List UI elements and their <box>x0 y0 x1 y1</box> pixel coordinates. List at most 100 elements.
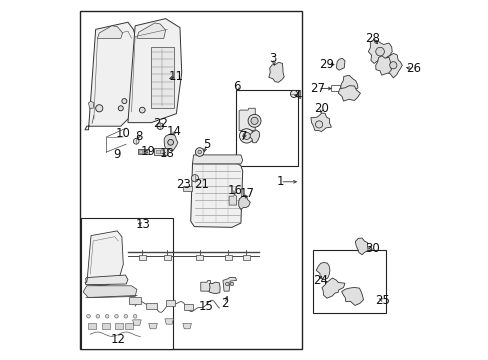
Circle shape <box>139 107 145 113</box>
Circle shape <box>122 99 126 104</box>
Polygon shape <box>192 155 242 164</box>
Text: 6: 6 <box>232 80 240 93</box>
Circle shape <box>389 62 396 69</box>
Bar <box>145 303 156 309</box>
Polygon shape <box>248 130 259 143</box>
Text: 27: 27 <box>310 82 325 95</box>
Text: 29: 29 <box>319 58 334 71</box>
Text: 9: 9 <box>113 148 121 161</box>
Bar <box>137 149 149 154</box>
Bar <box>312 250 386 313</box>
Polygon shape <box>190 158 242 227</box>
Text: 17: 17 <box>240 187 254 200</box>
Circle shape <box>243 132 250 139</box>
Bar <box>154 148 166 155</box>
Polygon shape <box>228 194 236 205</box>
Polygon shape <box>223 278 236 291</box>
Text: 14: 14 <box>167 125 182 138</box>
Bar <box>102 323 110 329</box>
Circle shape <box>315 121 322 128</box>
Bar <box>80 12 301 348</box>
Bar <box>163 255 171 260</box>
Text: 12: 12 <box>111 333 125 346</box>
Circle shape <box>118 106 123 111</box>
Bar <box>165 300 174 306</box>
Polygon shape <box>88 101 94 108</box>
Polygon shape <box>355 238 367 255</box>
Bar <box>330 85 339 91</box>
Polygon shape <box>85 22 144 130</box>
Text: 11: 11 <box>168 69 183 82</box>
Circle shape <box>157 123 163 130</box>
Polygon shape <box>132 320 141 325</box>
Polygon shape <box>164 134 178 151</box>
Text: 16: 16 <box>227 184 243 197</box>
Text: 28: 28 <box>365 32 380 45</box>
Text: 23: 23 <box>176 178 191 191</box>
Text: 21: 21 <box>194 178 208 191</box>
Polygon shape <box>338 86 360 101</box>
Circle shape <box>375 47 384 56</box>
Polygon shape <box>340 75 357 91</box>
Circle shape <box>115 315 118 318</box>
Polygon shape <box>316 262 329 280</box>
Circle shape <box>96 105 102 112</box>
Bar <box>115 323 122 329</box>
Bar <box>139 150 142 153</box>
Bar <box>142 150 146 153</box>
Polygon shape <box>367 40 391 66</box>
Circle shape <box>290 90 297 98</box>
Circle shape <box>105 315 109 318</box>
Circle shape <box>250 117 258 125</box>
Polygon shape <box>137 23 165 39</box>
Circle shape <box>167 139 173 145</box>
Polygon shape <box>310 113 331 131</box>
Bar <box>235 90 298 166</box>
Text: 7: 7 <box>240 130 247 144</box>
Text: 20: 20 <box>313 102 328 115</box>
Bar <box>129 297 140 304</box>
Polygon shape <box>148 323 157 329</box>
Text: 30: 30 <box>365 242 380 255</box>
Text: 2: 2 <box>221 297 228 310</box>
Text: 22: 22 <box>152 117 167 130</box>
Text: 13: 13 <box>136 218 150 231</box>
Bar <box>156 150 159 153</box>
Bar <box>81 218 172 348</box>
Polygon shape <box>239 108 255 131</box>
Polygon shape <box>238 195 250 209</box>
Polygon shape <box>208 282 220 293</box>
Bar <box>224 255 231 260</box>
Text: 8: 8 <box>135 130 142 143</box>
Polygon shape <box>85 275 128 285</box>
Bar <box>196 255 203 260</box>
Text: 1: 1 <box>276 175 284 188</box>
Polygon shape <box>128 19 182 123</box>
Polygon shape <box>341 287 363 305</box>
Bar <box>242 255 249 260</box>
Bar <box>183 186 191 192</box>
Bar <box>150 47 174 108</box>
Polygon shape <box>164 319 173 324</box>
Circle shape <box>133 138 139 144</box>
Polygon shape <box>85 231 123 286</box>
Text: 26: 26 <box>406 62 420 75</box>
Circle shape <box>86 315 90 318</box>
Bar <box>183 305 192 310</box>
Polygon shape <box>383 53 402 78</box>
Polygon shape <box>183 323 191 329</box>
Circle shape <box>247 114 261 127</box>
Polygon shape <box>321 278 345 298</box>
Circle shape <box>191 175 198 182</box>
Circle shape <box>133 315 137 318</box>
Circle shape <box>96 315 100 318</box>
Polygon shape <box>336 58 344 70</box>
Polygon shape <box>201 280 210 291</box>
Circle shape <box>195 148 203 156</box>
Text: 18: 18 <box>159 147 174 160</box>
Text: 5: 5 <box>203 138 210 150</box>
Text: 25: 25 <box>374 294 389 307</box>
Text: 10: 10 <box>116 127 130 140</box>
Text: 15: 15 <box>198 300 213 313</box>
Polygon shape <box>83 286 137 298</box>
